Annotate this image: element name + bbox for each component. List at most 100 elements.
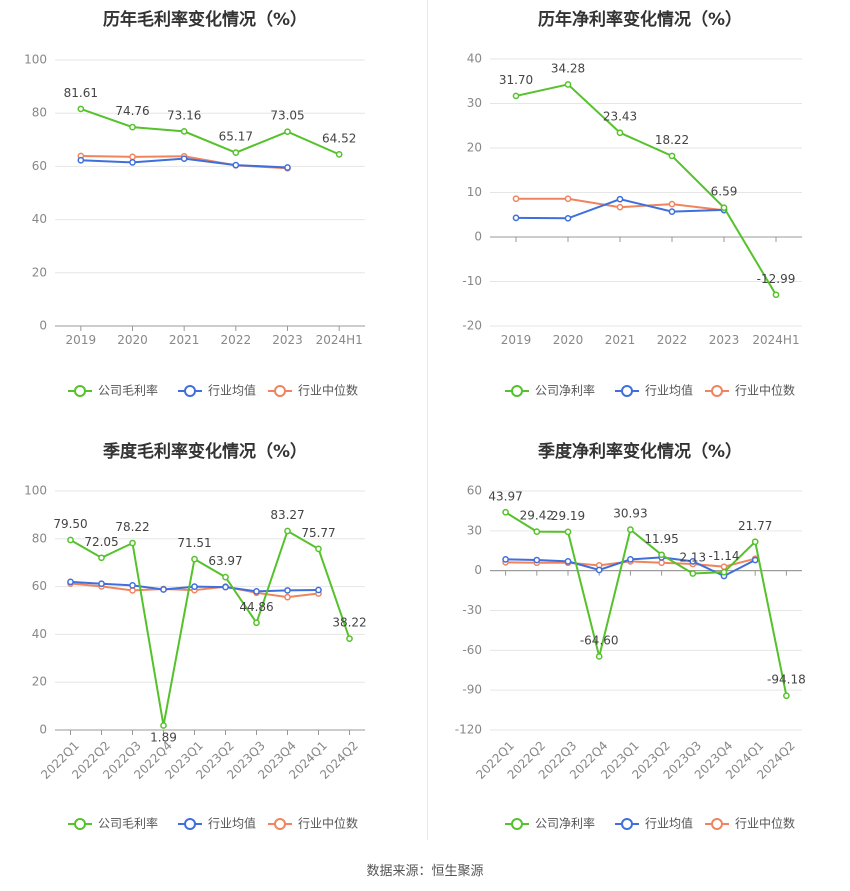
data-label: 75.77	[301, 526, 335, 540]
chart-panel-quarter-net: 季度净利率变化情况（%） -120 -90 -60 -30 0 30 60 2022Q1 2022…	[428, 420, 850, 850]
y-tick-label: 0	[39, 319, 47, 333]
data-point-company	[180, 128, 188, 135]
x-tick-label: 2020	[117, 333, 148, 347]
legend-label: 行业均值	[208, 383, 256, 398]
y-tick-label: 20	[32, 265, 47, 279]
legend-item-avg[interactable]: 行业均值	[178, 383, 256, 398]
legend-item-median[interactable]: 行业中位数	[268, 383, 358, 398]
legend-label: 行业均值	[645, 383, 693, 398]
legend-marker	[711, 818, 723, 830]
legend-label: 行业均值	[208, 816, 256, 831]
data-point-avg	[616, 195, 624, 203]
data-point-company	[616, 129, 624, 137]
data-point-avg	[627, 556, 634, 563]
data-label: 64.52	[322, 131, 356, 145]
data-label: 34.28	[551, 61, 585, 75]
chart-title: 季度毛利率变化情况（%）	[103, 441, 307, 462]
data-point-company	[315, 545, 322, 553]
x-tick-label: 2023	[709, 333, 740, 347]
data-label: 1.89	[150, 730, 177, 744]
legend-marker	[621, 818, 633, 830]
chart-annual-net: 历年净利率变化情况（%） -20 -10 0 10 20 30 40 2019 2020 2021 2…	[462, 9, 802, 398]
y-tick-label: 20	[32, 675, 47, 689]
y-tick-label: 40	[32, 212, 47, 226]
data-point-avg	[668, 208, 676, 215]
legend-label: 行业均值	[645, 816, 693, 831]
data-label: -12.99	[757, 272, 796, 286]
data-point-company	[564, 81, 572, 88]
legend-item-company[interactable]: 公司毛利率	[68, 816, 158, 831]
x-tick-label: 2024H1	[752, 333, 799, 347]
data-point-avg	[98, 580, 105, 588]
data-point-company	[751, 538, 759, 546]
legend-label: 行业中位数	[298, 383, 358, 398]
data-label: 63.97	[208, 554, 242, 568]
data-label: 31.70	[499, 73, 533, 87]
series-line-company	[80, 107, 340, 156]
data-point-company	[160, 722, 167, 729]
data-label: 73.05	[270, 109, 304, 123]
y-tick-label: 30	[467, 523, 482, 537]
legend-marker	[74, 818, 86, 830]
y-tick-label: 80	[32, 106, 47, 120]
x-tick-label: 2022	[657, 333, 688, 347]
x-tick-label: 2020	[553, 333, 584, 347]
data-point-company	[783, 692, 790, 700]
data-label: 29.42	[520, 509, 554, 523]
data-point-avg	[77, 156, 85, 164]
y-tick-label: -60	[462, 643, 482, 657]
legend-label: 行业中位数	[735, 383, 795, 398]
x-tick-label: 2023	[272, 333, 303, 347]
data-point-avg	[67, 578, 74, 586]
chart-panel-quarter-gross: 季度毛利率变化情况（%） 0 20 40 60 80 100 2022Q1 2022Q2 2022…	[0, 420, 425, 850]
y-tick-label: 20	[467, 141, 482, 155]
legend-item-median[interactable]: 行业中位数	[705, 816, 795, 831]
data-point-company	[595, 653, 603, 660]
data-point-company	[98, 554, 105, 562]
data-point-avg	[129, 582, 136, 589]
x-tick-label: 2019	[501, 333, 532, 347]
chart-panel-annual-gross: 历年毛利率变化情况（%） 0 20 40 60 80 100 2019 2020 2021 2022…	[0, 0, 425, 420]
data-label: 6.59	[711, 185, 738, 199]
y-tick-label: 100	[24, 53, 47, 67]
legend-item-avg[interactable]: 行业均值	[615, 816, 693, 831]
legend-item-median[interactable]: 行业中位数	[268, 816, 358, 831]
y-tick-label: 0	[474, 230, 482, 244]
series-line-company	[70, 529, 351, 726]
data-point-median	[720, 563, 728, 571]
legend-item-median[interactable]: 行业中位数	[705, 383, 795, 398]
data-label: -64.60	[580, 633, 619, 647]
data-point-avg	[160, 586, 167, 593]
y-tick-label: 60	[467, 484, 482, 498]
y-tick-label: -10	[462, 274, 482, 288]
data-point-median	[512, 195, 520, 203]
legend-marker	[621, 385, 633, 397]
data-point-company	[335, 151, 343, 158]
chart-quarter-net: 季度净利率变化情况（%）-120-90-60-30030602022Q12022…	[455, 441, 806, 831]
legend-label: 公司毛利率	[98, 816, 158, 831]
data-point-avg	[564, 214, 572, 222]
data-label: 21.77	[738, 519, 772, 533]
data-point-company	[67, 536, 74, 544]
legend-item-avg[interactable]: 行业均值	[178, 816, 256, 831]
data-label: 43.97	[488, 489, 522, 503]
legend-item-company[interactable]: 公司净利率	[505, 383, 595, 398]
data-point-avg	[512, 214, 520, 222]
y-tick-label: -90	[462, 683, 482, 697]
legend-item-company[interactable]: 公司毛利率	[68, 383, 158, 398]
data-point-company	[772, 291, 780, 299]
panel-divider	[427, 0, 428, 840]
legend-marker	[511, 818, 523, 830]
data-point-company	[222, 573, 229, 581]
legend-item-company[interactable]: 公司净利率	[505, 816, 595, 831]
data-point-company	[658, 551, 665, 559]
data-point-avg	[222, 583, 229, 591]
legend-item-avg[interactable]: 行业均值	[615, 383, 693, 398]
data-label: -94.18	[767, 673, 806, 687]
legend-marker	[711, 385, 723, 397]
y-tick-label: -20	[462, 319, 482, 333]
chart-quarter-gross: 季度毛利率变化情况（%）0204060801002022Q12022Q22022…	[24, 441, 367, 831]
legend-marker	[511, 385, 523, 397]
data-point-company	[129, 123, 136, 131]
chart-title: 历年毛利率变化情况（%）	[103, 9, 307, 30]
